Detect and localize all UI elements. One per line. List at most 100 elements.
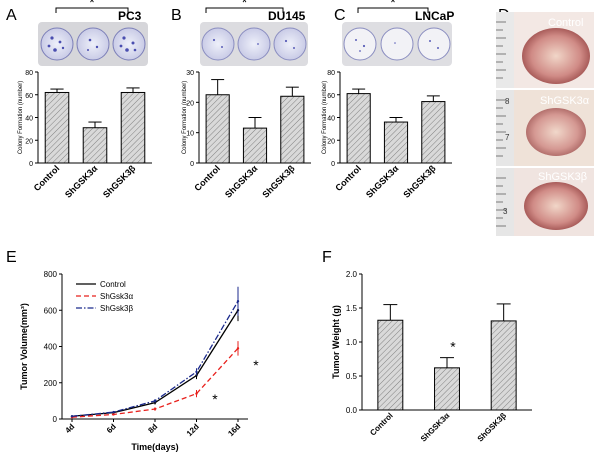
panel-letter-a: A (6, 7, 17, 24)
y-tick-label: 1.5 (346, 304, 358, 313)
chart-title: DU145 (268, 9, 306, 23)
y-axis-label: Tumor Weight (g) (331, 305, 341, 379)
data-point (153, 407, 157, 411)
y-tick-label: 40 (25, 116, 33, 123)
bar (421, 101, 446, 164)
significance-star: * (253, 357, 259, 373)
y-axis-label: Tumor Volume(mm³) (19, 303, 29, 390)
mouse-label-gsk3b: ShGSK3β (538, 171, 587, 183)
y-tick-label: 20 (327, 138, 335, 145)
ruler-mark-3: 3 (503, 207, 508, 216)
category-label: Control (32, 163, 62, 193)
y-tick-label: 2.0 (346, 270, 358, 279)
significance-star: * (89, 0, 95, 10)
category-label: ShGSK3α (223, 163, 260, 200)
category-label: ShGSK3β (401, 163, 438, 200)
bar (346, 93, 371, 164)
data-point (70, 415, 74, 418)
bar (120, 91, 146, 164)
significance-star: * (212, 391, 218, 407)
category-label: Control (368, 411, 394, 437)
y-tick-label: 1.0 (346, 338, 358, 347)
significance-star: * (390, 0, 396, 10)
category-label: Control (333, 163, 363, 193)
bar (377, 319, 404, 411)
chart-f-tumor-weight: 0.0 0.5 1.0 1.5 2.0 Control ShGSK3α ShGSK3β Tumo… (331, 270, 532, 444)
panel-letter-b: B (171, 7, 182, 24)
bar (383, 121, 409, 164)
y-tick-label: 0.5 (346, 372, 358, 381)
y-tick-label: 200 (44, 379, 58, 388)
panel-letter-c: C (334, 7, 346, 24)
bar (44, 91, 70, 164)
chart-title: PC3 (118, 9, 142, 23)
y-tick-label: 0 (29, 161, 33, 168)
y-tick-label: 60 (25, 93, 33, 100)
category-label: ShGSK3α (63, 163, 100, 200)
mouse-tumor-photo-control: Control (496, 12, 594, 88)
y-tick-label: 30 (186, 70, 194, 77)
x-tick-label: 8d (146, 422, 159, 435)
significance-bracket (357, 7, 429, 13)
mouse-tumor-photo-gsk3a: 8 7 ShGSK3α (496, 90, 594, 166)
significance-star: * (242, 0, 248, 10)
significance-star: * (450, 339, 456, 355)
y-axis-label: Colony Formation (number) (182, 81, 188, 154)
y-tick-label: 10 (186, 131, 194, 138)
y-tick-label: 0 (53, 415, 58, 424)
chart-e-tumor-volume: 0 200 400 600 800 4d 6d 8d 12d 16d Control ShGsk3α S… (19, 270, 259, 452)
x-tick-label: 6d (105, 422, 118, 435)
y-tick-label: 800 (44, 270, 58, 279)
y-tick-label: 20 (25, 138, 33, 145)
panel-letter-f: F (322, 249, 332, 266)
category-label: ShGSK3α (364, 163, 401, 200)
mouse-label-gsk3a: ShGSK3α (540, 95, 590, 107)
panel-letter-e: E (6, 249, 17, 266)
mouse-label-control: Control (548, 17, 583, 29)
x-tick-label: 4d (63, 422, 76, 435)
ruler-mark-8: 8 (505, 97, 510, 106)
y-tick-label: 40 (327, 116, 335, 123)
bar (280, 95, 305, 164)
y-tick-label: 60 (327, 93, 335, 100)
legend-label: ShGsk3α (100, 292, 133, 301)
y-tick-label: 400 (44, 343, 58, 352)
y-tick-label: 0 (190, 161, 194, 168)
category-label: ShGSK3β (101, 163, 138, 200)
data-point (195, 392, 198, 395)
bar (205, 94, 230, 164)
x-tick-label: 12d (185, 422, 201, 438)
y-tick-label: 0.0 (346, 406, 358, 415)
bar (82, 127, 108, 164)
data-point (195, 370, 198, 374)
colony-plate-photo-c (342, 22, 452, 66)
legend-label: Control (100, 280, 126, 289)
x-axis-label: Time(days) (131, 442, 178, 452)
y-tick-label: 600 (44, 306, 58, 315)
data-point (153, 399, 157, 403)
y-axis-label: Colony Formation (number) (322, 81, 328, 154)
colony-plate-photo-a (38, 22, 148, 66)
significance-bracket (205, 7, 284, 13)
colony-plate-photo-b (200, 22, 308, 66)
y-tick-label: 0 (331, 161, 335, 168)
data-point (112, 413, 115, 416)
significance-bracket (55, 7, 129, 13)
bar (434, 367, 460, 411)
bar (490, 320, 517, 411)
data-point (236, 299, 240, 303)
category-label: ShGSK3α (419, 411, 452, 444)
legend-label: ShGsk3β (100, 304, 133, 313)
y-tick-label: 80 (327, 70, 335, 77)
y-tick-label: 20 (186, 100, 194, 107)
y-tick-label: 80 (25, 70, 33, 77)
category-label: Control (192, 163, 222, 193)
x-tick-label: 16d (226, 422, 242, 438)
bar (242, 127, 268, 164)
data-point (236, 347, 240, 350)
data-point (112, 410, 115, 414)
y-axis-label: Colony Formation (number) (18, 81, 24, 154)
ruler-mark-7: 7 (505, 133, 510, 142)
chart-title: LNCaP (415, 9, 454, 23)
